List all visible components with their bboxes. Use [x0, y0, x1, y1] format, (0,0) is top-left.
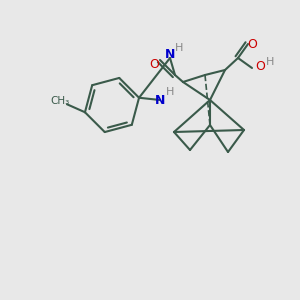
Text: H: H [175, 43, 183, 53]
Text: O: O [255, 59, 265, 73]
Text: O: O [149, 58, 159, 71]
Text: N: N [155, 94, 165, 106]
Text: H: H [266, 57, 274, 67]
Text: N: N [165, 47, 175, 61]
Text: O: O [247, 38, 257, 50]
Text: H: H [166, 87, 174, 97]
Text: CH₃: CH₃ [50, 96, 70, 106]
